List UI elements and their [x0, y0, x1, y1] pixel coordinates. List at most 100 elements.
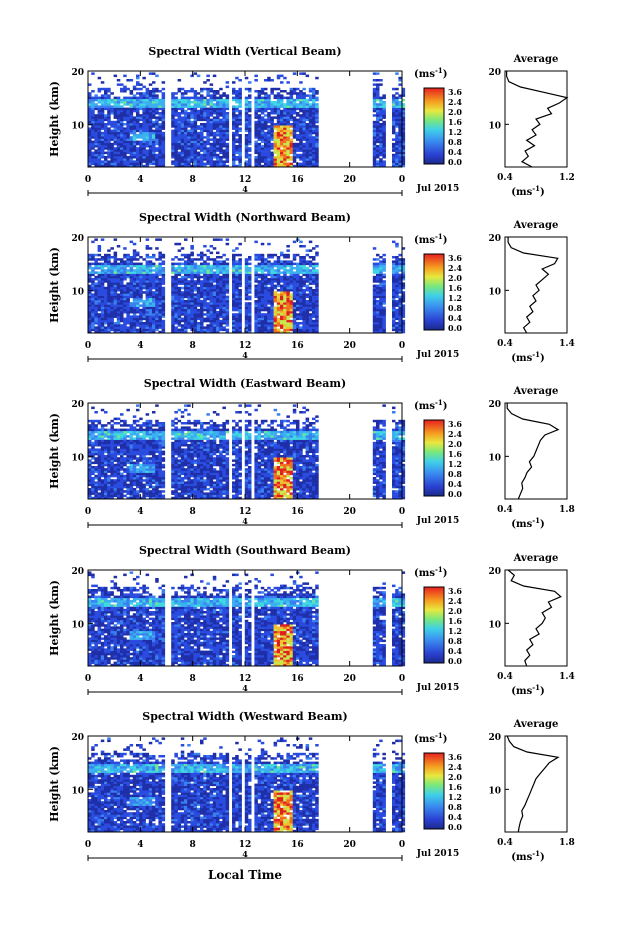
heatmap-cell — [88, 158, 92, 161]
heatmap-cell — [264, 280, 268, 283]
heatmap-cell — [276, 282, 281, 285]
heatmap-cell — [222, 322, 226, 325]
heatmap-cell — [216, 286, 220, 290]
heatmap-cell — [155, 313, 159, 316]
heatmap-cell — [382, 160, 386, 163]
heatmap-cell — [145, 256, 150, 259]
heatmap-cell — [212, 260, 217, 263]
heatmap-cell — [286, 151, 290, 155]
heatmap-cell — [398, 129, 402, 133]
heatmap-cell — [283, 123, 287, 126]
heatmap-cell — [136, 162, 140, 166]
heatmap-cell — [120, 295, 124, 299]
heatmap-cell — [395, 134, 399, 137]
heatmap-cell — [289, 164, 294, 168]
heatmap-cell — [148, 136, 153, 139]
heatmap-cell — [132, 96, 137, 100]
heatmap-cell — [152, 315, 156, 318]
heatmap-cell — [305, 112, 310, 115]
heatmap-cell — [203, 275, 207, 279]
heatmap-cell — [401, 105, 406, 108]
heatmap-cell — [238, 304, 242, 307]
heatmap-cell — [171, 118, 175, 122]
heatmap-cell — [187, 164, 191, 168]
heatmap-cell — [398, 286, 402, 290]
heatmap-cell — [107, 311, 111, 314]
heatmap-cell — [235, 322, 239, 325]
heatmap-cell — [116, 311, 121, 314]
heatmap-cell — [110, 109, 114, 113]
heatmap — [88, 238, 406, 334]
heatmap-cell — [235, 291, 239, 294]
heatmap-cell — [104, 105, 108, 108]
heatmap-cell — [212, 90, 217, 93]
heatmap-cell — [312, 322, 316, 325]
heatmap-cell — [395, 273, 399, 277]
heatmap-cell — [299, 131, 303, 135]
heatmap-cell — [161, 116, 166, 119]
heatmap-cell — [248, 308, 252, 312]
heatmap-cell — [116, 136, 121, 139]
heatmap-cell — [148, 151, 153, 155]
heatmap-cell — [292, 72, 297, 75]
heatmap-cell — [88, 127, 92, 130]
heatmap-cell — [305, 315, 310, 318]
heatmap-cell — [123, 278, 127, 281]
heatmap-cell — [209, 275, 214, 279]
heatmap-cell — [88, 264, 92, 268]
heatmap-cell — [196, 114, 201, 117]
heatmap-cell — [97, 258, 102, 261]
heatmap-cell — [116, 145, 121, 148]
heatmap-cell — [177, 278, 182, 281]
heatmap-cell — [91, 151, 95, 155]
heatmap-cell — [203, 151, 207, 155]
heatmap-cell — [171, 109, 175, 113]
heatmap-cell — [148, 120, 153, 124]
heatmap-cell — [289, 315, 294, 318]
heatmap-cell — [180, 330, 185, 334]
heatmap-cell — [286, 81, 290, 84]
heatmap-cell — [292, 131, 297, 135]
heatmap-cell — [110, 112, 114, 115]
heatmap-cell — [248, 87, 252, 91]
heatmap-cell — [276, 142, 281, 146]
heatmap-cell — [187, 142, 191, 146]
heatmap-cell — [123, 156, 127, 159]
heatmap-cell — [222, 140, 226, 144]
heatmap-cell — [315, 280, 319, 283]
heatmap-cell — [225, 96, 230, 100]
heatmap-cell — [257, 105, 262, 108]
heatmap-cell — [398, 284, 402, 288]
heatmap-cell — [113, 313, 118, 316]
heatmap-cell — [142, 160, 146, 163]
heatmap-cell — [94, 134, 98, 137]
heatmap-cell — [257, 142, 262, 146]
heatmap-cell — [123, 317, 127, 321]
heatmap-cell — [312, 328, 316, 332]
heatmap-cell — [273, 293, 278, 296]
heatmap-cell — [308, 322, 313, 325]
heatmap-cell — [206, 282, 210, 285]
heatmap-cell — [142, 326, 146, 329]
heatmap-cell — [142, 120, 146, 124]
heatmap-cell — [212, 284, 217, 288]
heatmap-cell — [219, 140, 223, 144]
heatmap-cell — [225, 238, 230, 241]
heatmap-cell — [196, 140, 201, 144]
heatmap-cell — [132, 286, 137, 290]
heatmap-cell — [312, 164, 316, 168]
heatmap-cell — [395, 322, 399, 325]
heatmap-cell — [120, 267, 124, 270]
heatmap-cell — [395, 262, 399, 266]
heatmap-cell — [260, 297, 265, 301]
heatmap-cell — [280, 131, 284, 135]
heatmap-cell — [257, 297, 262, 301]
heatmap-cell — [299, 326, 303, 329]
heatmap-cell — [289, 275, 294, 279]
heatmap-cell — [235, 107, 239, 111]
heatmap-cell — [145, 142, 150, 146]
heatmap-cell — [104, 315, 108, 318]
heatmap-cell — [174, 131, 178, 135]
heatmap-cell — [273, 158, 278, 161]
heatmap-cell — [244, 275, 249, 279]
